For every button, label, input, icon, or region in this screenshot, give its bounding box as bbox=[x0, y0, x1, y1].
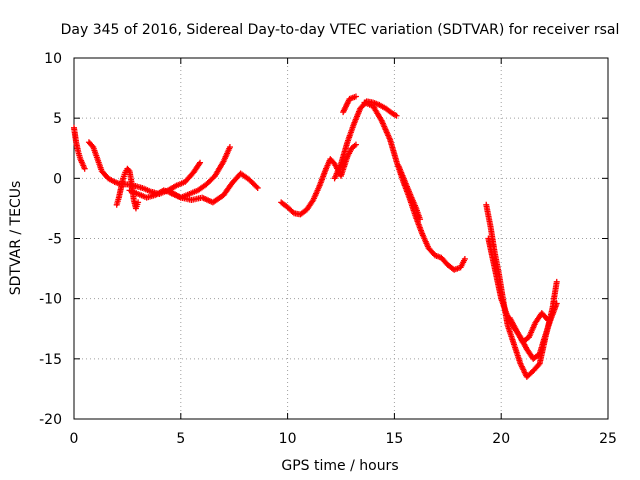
x-tick-label: 15 bbox=[385, 431, 403, 447]
data-point bbox=[135, 199, 142, 206]
data-point bbox=[544, 316, 551, 323]
series-arc-6 bbox=[278, 141, 359, 218]
series-arc-2 bbox=[85, 139, 204, 197]
series-arc-5 bbox=[167, 170, 261, 206]
series-arc-11 bbox=[483, 201, 560, 380]
y-tick-label: -20 bbox=[39, 412, 62, 428]
data-point bbox=[417, 216, 424, 223]
data-layer bbox=[71, 93, 560, 380]
data-point bbox=[553, 278, 560, 285]
series-arc-4 bbox=[126, 144, 233, 201]
data-point bbox=[253, 183, 260, 190]
y-tick-label: -15 bbox=[39, 352, 62, 368]
series-arc-13 bbox=[506, 310, 552, 345]
chart-title: Day 345 of 2016, Sidereal Day-to-day VTE… bbox=[61, 22, 620, 38]
series-arc-8 bbox=[340, 93, 359, 116]
data-point bbox=[393, 112, 400, 119]
y-tick-label: -5 bbox=[48, 232, 62, 248]
x-tick-label: 25 bbox=[599, 431, 617, 447]
data-point bbox=[81, 165, 88, 172]
y-tick-label: 10 bbox=[44, 51, 62, 67]
y-tick-label: 0 bbox=[53, 171, 62, 187]
x-tick-label: 5 bbox=[176, 431, 185, 447]
series-arc-9 bbox=[361, 99, 468, 273]
data-point bbox=[545, 317, 552, 324]
data-point bbox=[553, 300, 560, 307]
series-arc-10 bbox=[395, 163, 424, 223]
x-tick-label: 10 bbox=[279, 431, 297, 447]
y-axis-title: SDTVAR / TECUs bbox=[8, 181, 24, 296]
y-tick-label: 5 bbox=[53, 111, 62, 127]
data-point bbox=[461, 255, 468, 262]
data-point bbox=[352, 141, 359, 148]
data-point bbox=[352, 93, 359, 100]
y-tick-label: -10 bbox=[39, 292, 62, 308]
data-point bbox=[197, 159, 204, 166]
x-tick-label: 20 bbox=[492, 431, 510, 447]
data-point bbox=[226, 144, 233, 151]
tick-layer: 0 5 10 15 20 25 -20 -15 -10 -5 0 5 10 bbox=[39, 51, 617, 447]
x-tick-label: 0 bbox=[70, 431, 79, 447]
data-point bbox=[254, 184, 261, 191]
x-axis-title: GPS time / hours bbox=[281, 458, 398, 474]
series-arc-1 bbox=[71, 124, 88, 172]
